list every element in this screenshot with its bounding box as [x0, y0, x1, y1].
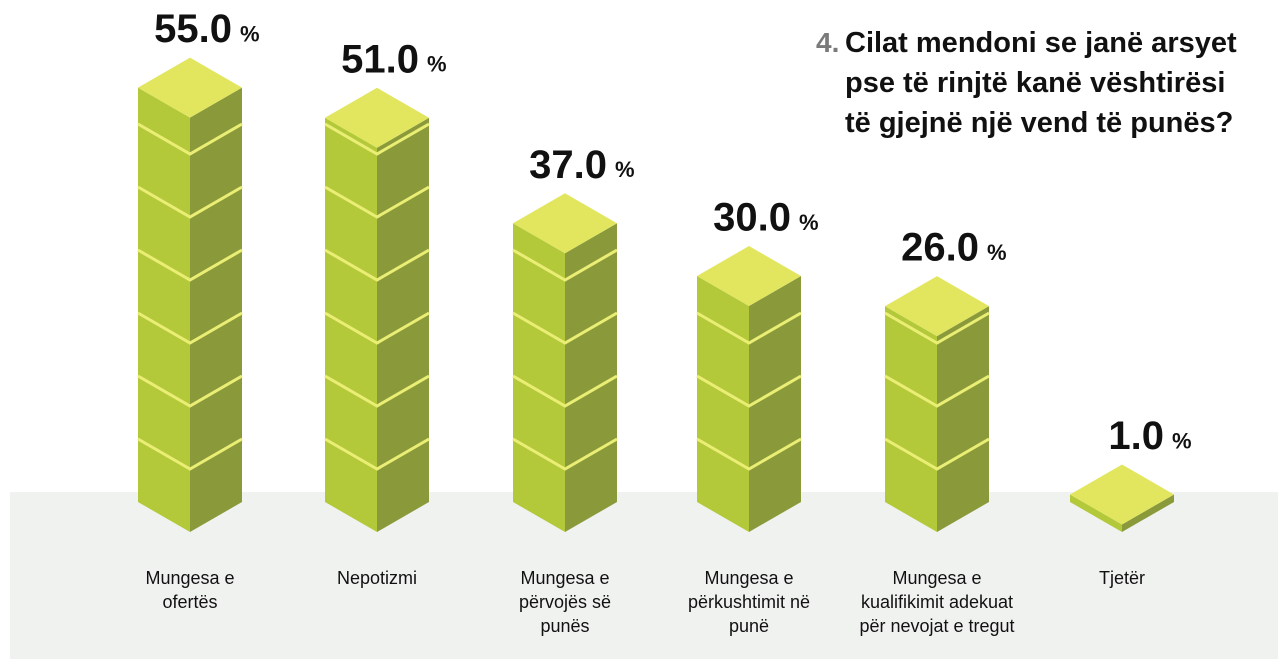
bar	[696, 246, 802, 532]
bar-top-face	[513, 193, 617, 254]
value-label: 55.0	[154, 7, 232, 51]
bar-top-face	[697, 246, 801, 306]
bar-side-face	[1122, 494, 1174, 532]
cube-seam	[324, 248, 430, 282]
x-label-box: Nepotizmi	[336, 568, 418, 588]
x-tick-label: Nepotizmi	[336, 568, 418, 588]
cube-seam	[324, 122, 430, 156]
value-unit: %	[987, 240, 1007, 265]
value-unit: %	[240, 21, 260, 46]
x-label-box: Mungesa e përvojës së punës	[518, 568, 612, 636]
bar	[884, 276, 990, 532]
cube-seam	[324, 311, 430, 345]
bar-top-face	[325, 87, 429, 148]
bar-side-face	[749, 276, 801, 532]
bar	[137, 57, 243, 533]
bar-front-face	[697, 276, 749, 532]
chart-title-line: Cilat mendoni se janë arsyet	[845, 27, 1237, 59]
bar	[324, 87, 430, 533]
x-tick-label: Mungesa e ofertës	[145, 568, 235, 612]
x-tick-label: Mungesa e përvojës së punës	[518, 568, 612, 636]
bar-side-face	[937, 306, 989, 532]
cube-seam	[512, 374, 618, 408]
bar-front-face	[885, 306, 937, 532]
cube-seam	[137, 437, 243, 471]
value-unit: %	[1172, 428, 1192, 453]
x-label-box: Mungesa e ofertës	[145, 568, 235, 612]
bar-top-face	[885, 276, 989, 337]
x-tick-label: Mungesa e kualifikimit adekuat për nevoj…	[859, 568, 1015, 636]
bar-front-face	[325, 117, 377, 533]
value-label: 37.0	[529, 143, 607, 187]
x-tick-label: Tjetër	[1098, 568, 1145, 588]
value-label: 1.0	[1108, 414, 1164, 458]
x-label-box: Mungesa e përkushtimit në punë	[687, 568, 811, 636]
cube-seam	[696, 374, 802, 408]
cube-seam	[137, 122, 243, 156]
bar-front-face	[513, 223, 565, 532]
bar-side-face	[377, 117, 429, 533]
x-label-box: Tjetër	[1098, 568, 1145, 588]
value-label: 30.0	[713, 196, 791, 240]
cube-seam	[324, 374, 430, 408]
bar-side-face	[565, 223, 617, 532]
cube-seam	[696, 311, 802, 345]
value-label: 26.0	[901, 226, 979, 270]
value-unit: %	[799, 210, 819, 235]
cube-seam	[137, 185, 243, 219]
bar	[1070, 464, 1174, 532]
value-unit: %	[427, 52, 447, 77]
bar-top-face	[1070, 464, 1174, 525]
cube-seam	[512, 311, 618, 345]
bar-front-face	[1070, 494, 1122, 532]
bar-front-face	[138, 87, 190, 533]
cube-seam	[696, 437, 802, 471]
cube-seam	[324, 185, 430, 219]
cube-seam	[137, 311, 243, 345]
value-label: 51.0	[341, 37, 419, 81]
value-unit: %	[615, 157, 635, 182]
x-label-box: Mungesa e kualifikimit adekuat për nevoj…	[859, 568, 1015, 636]
bar-top-face	[138, 57, 242, 118]
cube-seam	[512, 248, 618, 282]
bar	[512, 193, 618, 532]
bar-side-face	[190, 87, 242, 533]
title-number: 4.	[816, 27, 839, 58]
cube-seam	[137, 248, 243, 282]
chart-title-line: të gjejnë një vend të punës?	[845, 107, 1233, 139]
cube-seam	[324, 437, 430, 471]
cube-seam	[137, 374, 243, 408]
cube-seam	[512, 437, 618, 471]
floor-band	[10, 492, 1278, 659]
x-tick-label: Mungesa e përkushtimit në punë	[687, 568, 811, 636]
chart-title-line: pse të rinjtë kanë vështirësi	[845, 67, 1225, 99]
cube-seam	[884, 437, 990, 471]
cube-seam	[884, 374, 990, 408]
cube-seam	[884, 311, 990, 345]
